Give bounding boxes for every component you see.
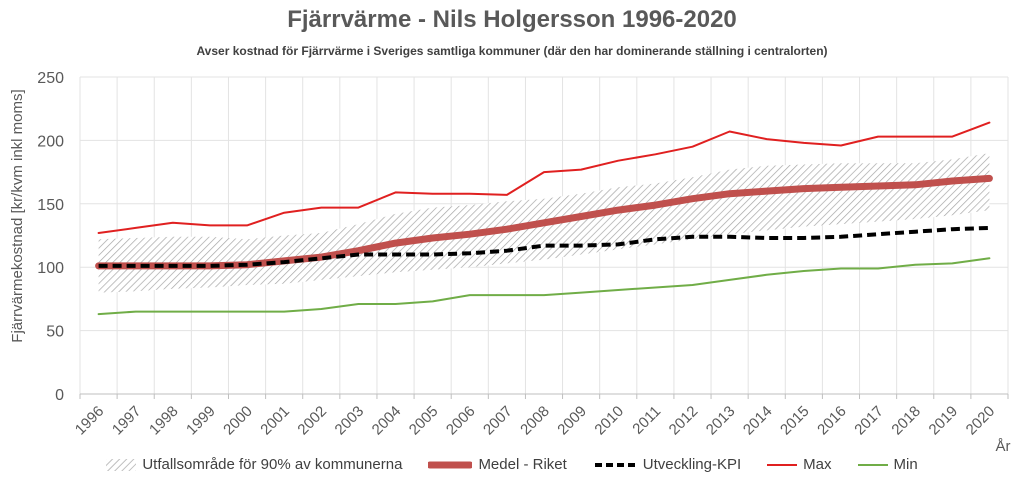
legend-item-medel: Medel - Riket [428,456,567,473]
x-tick-label: 2012 [666,403,702,439]
y-axis-label: Fjärrvärmekostnad [kr/kvm inkl moms] [9,89,26,342]
x-tick-label: 2015 [777,403,813,439]
chart-subtitle: Avser kostnad för Fjärrvärme i Sveriges … [196,44,828,58]
x-tick-label: 2010 [591,403,627,439]
chart-title: Fjärrvärme - Nils Holgersson 1996-2020 [287,6,737,33]
legend-swatch-kpi [594,462,635,467]
legend-item-max: Max [767,456,832,473]
y-tick-label: 200 [37,133,64,150]
x-tick-label: 1997 [109,403,145,439]
legend-swatch-min [857,463,888,466]
legend-item-band: Utfallsområde för 90% av kommunerna [106,456,402,473]
y-tick-label: 50 [46,324,64,341]
legend-label-medel: Medel - Riket [478,456,567,473]
legend-label-min: Min [893,456,918,473]
legend-item-min: Min [857,456,918,473]
legend-label-kpi: Utveckling-KPI [642,456,742,473]
x-tick-label: 2005 [406,403,442,439]
legend-label-max: Max [803,456,832,473]
x-axis-ticks: 1996 1997 1998 1999 2000 2001 2002 2003 2004 2005… [72,403,999,439]
x-tick-label: 1999 [183,403,219,439]
x-tick-label: 2004 [369,403,405,439]
legend-swatch-medel [428,461,473,468]
x-tick-label: 2014 [740,403,776,439]
x-tick-label: 2008 [517,403,553,439]
y-axis-ticks: 0 50 100 150 200 250 [37,70,64,404]
y-tick-label: 150 [37,197,64,214]
x-tick-label: 2001 [257,403,293,439]
legend-swatch-band [106,458,137,471]
x-tick-label: 2000 [220,403,256,439]
x-tick-label: 2006 [443,403,479,439]
x-tick-label: 1996 [72,403,108,439]
series-line-utveckling-kpi [98,225,990,268]
x-tick-label: 2002 [294,403,330,439]
legend-label-band: Utfallsområde för 90% av kommunerna [142,456,403,473]
x-tick-label: 2018 [888,403,924,439]
series-line-min [97,257,991,316]
x-tick-label: 2017 [851,403,887,439]
x-tick-label: 2013 [703,403,739,439]
x-tick-label: 2016 [814,403,850,439]
plot-area: 0 50 100 150 200 250 1996 1997 1998 1999 2000 2001… [9,70,1011,455]
x-tick-label: 2011 [629,403,664,438]
y-tick-label: 250 [37,70,64,87]
series-line-max [97,121,991,234]
x-axis-label: År [996,438,1011,455]
y-tick-label: 0 [55,387,64,404]
x-tick-label: 1998 [146,403,182,439]
x-tick-label: 2003 [332,403,368,439]
y-tick-label: 100 [37,260,64,277]
legend-item-kpi: Utveckling-KPI [593,456,741,473]
x-tick-label: 2007 [480,403,516,439]
x-tick-label: 2019 [926,403,962,439]
legend-swatch-max [767,463,798,466]
legend: Utfallsområde för 90% av kommunerna Mede… [0,456,1024,473]
x-tick-label: 2009 [554,403,590,439]
series-layer [95,121,993,316]
x-tick-label: 2020 [963,403,999,439]
